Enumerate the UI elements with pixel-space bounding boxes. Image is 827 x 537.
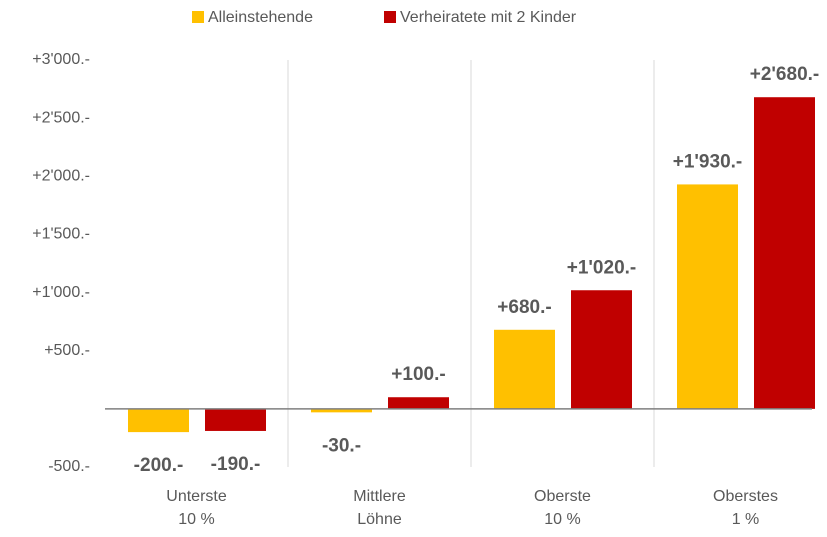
x-tick-label: Löhne [357,511,402,528]
value-label: +2'680.- [750,64,820,85]
legend-label: Alleinstehende [208,9,313,26]
legend-swatch [192,11,204,23]
x-tick-label: 1 % [732,511,760,528]
value-label: +100.- [391,364,445,385]
value-label: -200.- [134,455,184,476]
x-tick-label: Oberste [534,488,591,505]
y-tick-label: +2'000.- [32,168,90,185]
bar [388,397,449,409]
value-label: -30.- [322,435,361,456]
bar [754,97,815,409]
bar [677,184,738,409]
legend-swatch [384,11,396,23]
y-tick-label: +1'500.- [32,226,90,243]
x-tick-label: 10 % [544,511,580,528]
y-tick-label: +1'000.- [32,284,90,301]
value-label: +680.- [497,297,551,318]
bar [311,408,372,413]
y-tick-label: +3'000.- [32,51,90,68]
bar [494,329,555,409]
bar [571,290,632,409]
value-label: -190.- [211,454,261,475]
y-tick-label: +500.- [44,342,90,359]
x-tick-label: Unterste [166,488,227,505]
value-label: +1'020.- [567,257,637,278]
bar [205,408,266,431]
legend-label: Verheiratete mit 2 Kinder [400,9,577,26]
bar [128,408,189,433]
x-tick-label: 10 % [178,511,214,528]
value-label: +1'930.- [673,151,743,172]
y-tick-label: -500.- [48,458,90,475]
y-tick-label: +2'500.- [32,109,90,126]
x-tick-label: Mittlere [353,488,406,505]
x-tick-label: Oberstes [713,488,778,505]
